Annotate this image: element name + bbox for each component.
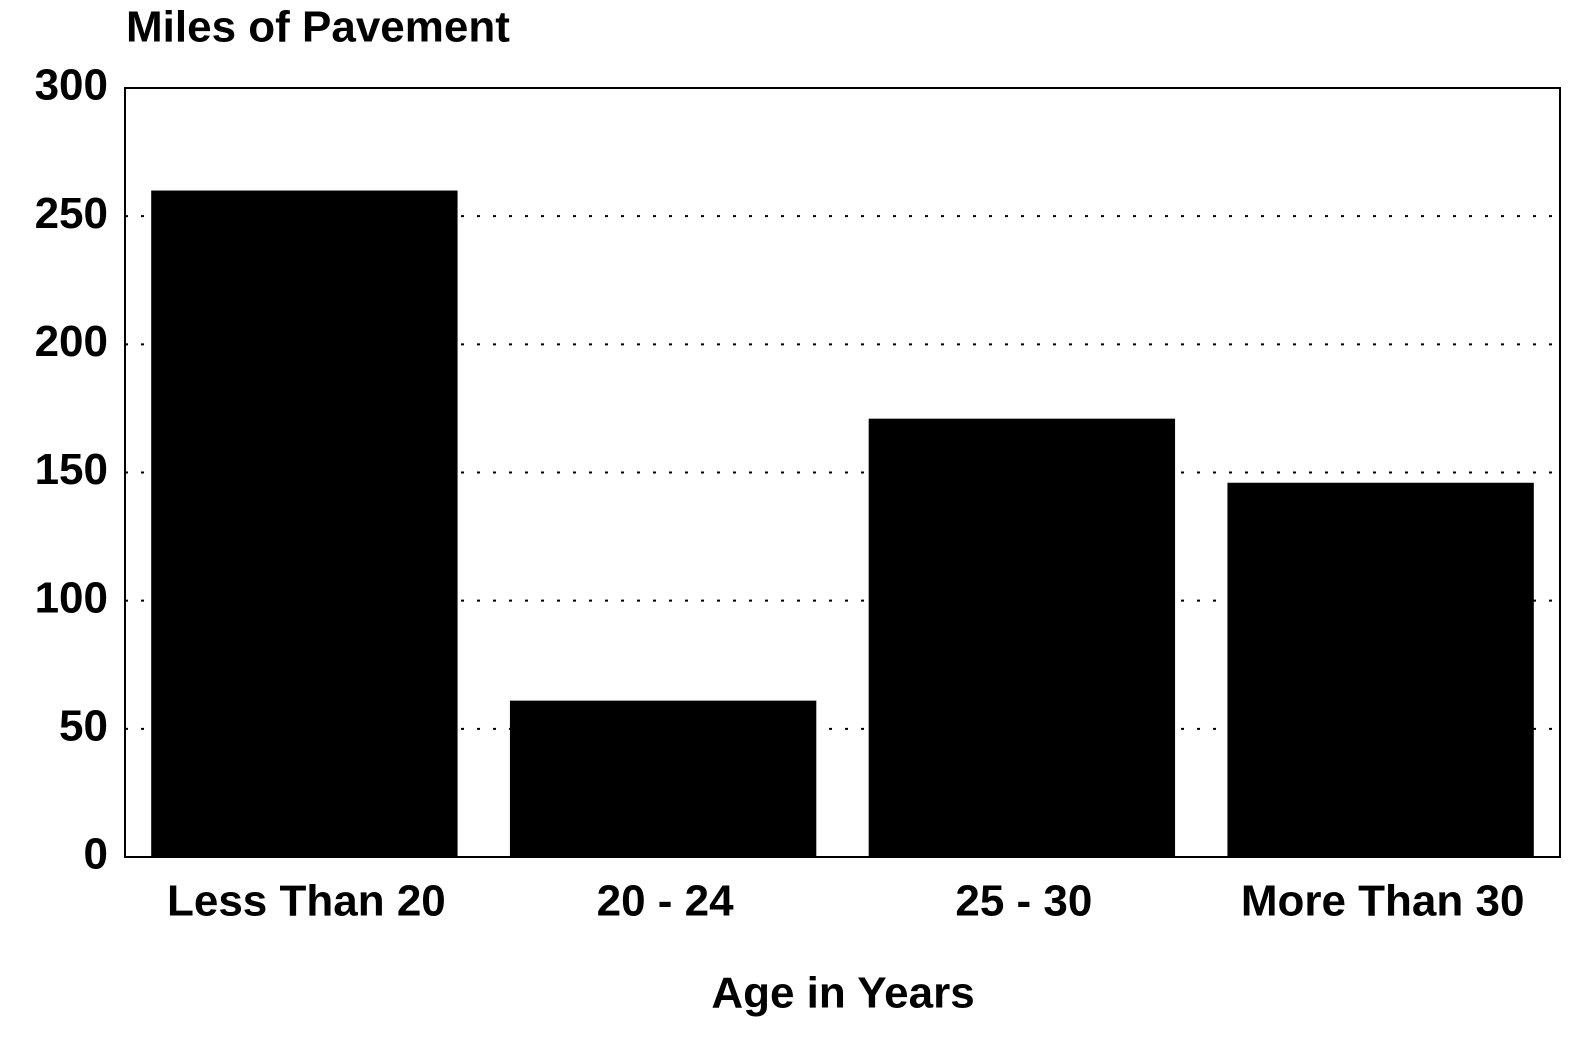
y-tick-label: 150 xyxy=(35,445,108,494)
y-tick-label: 300 xyxy=(35,61,108,110)
x-tick-label: More Than 30 xyxy=(1241,877,1525,926)
y-tick-label: 200 xyxy=(35,317,108,366)
x-tick-label: Less Than 20 xyxy=(167,877,446,926)
x-tick-label: 20 - 24 xyxy=(597,877,735,926)
y-tick-label: 250 xyxy=(35,189,108,238)
bar xyxy=(868,418,1176,857)
y-tick-label: 50 xyxy=(59,701,108,750)
plot-frame xyxy=(124,87,1561,858)
bar xyxy=(1227,482,1534,857)
bar xyxy=(509,700,817,857)
bar xyxy=(151,190,458,858)
chart-title: Miles of Pavement xyxy=(126,3,510,52)
x-tick-label: 25 - 30 xyxy=(955,877,1092,926)
y-tick-label: 100 xyxy=(35,573,108,622)
y-tick-label: 0 xyxy=(84,830,108,879)
x-axis-label: Age in Years xyxy=(711,969,974,1018)
